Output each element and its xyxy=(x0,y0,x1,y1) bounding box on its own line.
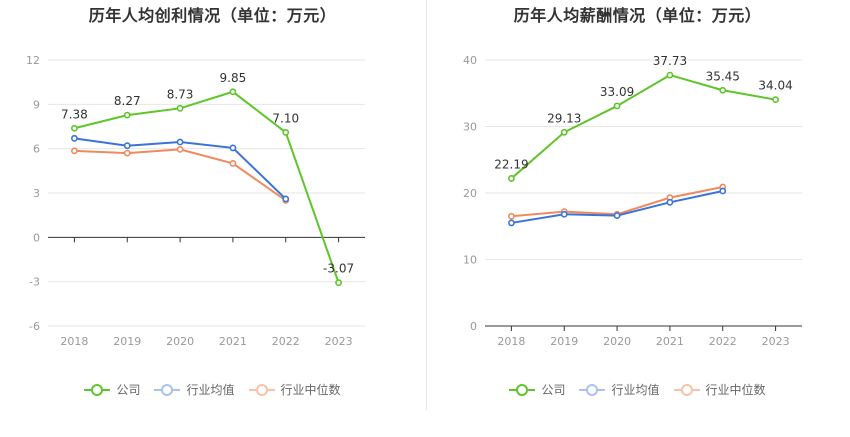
y-tick-label: 30 xyxy=(463,121,477,134)
y-tick-label: 12 xyxy=(26,54,40,67)
panel-divider xyxy=(426,0,427,410)
chart-title: 历年人均创利情况（单位：万元） xyxy=(88,6,337,25)
x-tick-label: 2020 xyxy=(166,335,194,348)
legend: 公司 行业均值 行业中位数 xyxy=(425,381,850,398)
y-tick-label: 10 xyxy=(463,254,477,267)
x-tick-label: 2022 xyxy=(709,335,737,348)
salary-per-capita-chart: 历年人均薪酬情况（单位：万元） 0 10 20 30 40 2018 2019 2020 202… xyxy=(425,0,850,437)
series-line-company xyxy=(510,74,776,180)
legend-item-industry-median[interactable]: 行业中位数 xyxy=(673,381,766,398)
data-point-industry-median xyxy=(71,147,78,155)
data-point-industry-avg xyxy=(229,144,237,152)
data-label: 7.10 xyxy=(272,111,299,125)
y-tick-label: 0 xyxy=(33,231,40,244)
data-point-company xyxy=(282,129,290,136)
data-point-industry-median xyxy=(123,149,131,157)
data-point-industry-median xyxy=(508,212,515,220)
data-label: 7.38 xyxy=(61,107,88,121)
legend-label: 行业中位数 xyxy=(280,383,341,397)
x-tick-label: 2018 xyxy=(60,335,88,348)
y-tick-label: 40 xyxy=(463,54,477,67)
data-point-industry-avg xyxy=(282,195,290,203)
legend-label: 行业均值 xyxy=(186,383,235,397)
legend: 公司 行业均值 行业中位数 xyxy=(0,381,425,398)
legend-line-marker-icon xyxy=(84,383,111,396)
data-point-company xyxy=(123,111,131,119)
data-point-company xyxy=(719,86,727,94)
data-label: 9.85 xyxy=(220,71,247,85)
data-point-company xyxy=(229,88,237,96)
data-point-industry-avg xyxy=(719,187,727,195)
x-tick-label: 2022 xyxy=(272,335,300,348)
data-label: -3.07 xyxy=(323,262,354,276)
data-point-company xyxy=(176,104,184,112)
data-point-industry-avg xyxy=(560,210,568,218)
data-point-industry-median xyxy=(229,160,237,167)
data-label: 29.13 xyxy=(547,111,581,125)
x-tick-label: 2023 xyxy=(325,335,353,348)
data-point-company xyxy=(335,279,342,287)
legend-item-company[interactable]: 公司 xyxy=(509,381,565,398)
x-tick-label: 2020 xyxy=(603,335,631,348)
legend-label: 公司 xyxy=(116,383,141,397)
x-tick-label: 2023 xyxy=(762,335,790,348)
y-tick-label: -3 xyxy=(29,276,40,289)
legend-line-marker-icon xyxy=(673,383,700,396)
data-label: 34.04 xyxy=(758,79,792,93)
data-point-industry-avg xyxy=(613,212,621,220)
data-label: 33.09 xyxy=(600,85,634,99)
data-point-industry-avg xyxy=(176,138,184,146)
data-point-industry-median xyxy=(176,146,184,153)
y-tick-label: 3 xyxy=(33,187,40,200)
legend-label: 公司 xyxy=(541,383,566,397)
legend-item-industry-avg[interactable]: 行业均值 xyxy=(579,381,660,398)
legend-line-marker-icon xyxy=(509,383,536,396)
data-label: 37.73 xyxy=(653,54,687,68)
data-point-industry-avg xyxy=(666,198,674,206)
data-point-company xyxy=(613,102,621,110)
plot-area: 0 10 20 30 40 2018 2019 2020 2021 2022 2023 22.19 29… xyxy=(463,54,802,348)
chart-title: 历年人均薪酬情况（单位：万元） xyxy=(513,6,762,25)
data-label: 8.27 xyxy=(114,94,141,108)
data-label: 8.73 xyxy=(167,87,194,101)
legend-label: 行业中位数 xyxy=(705,383,766,397)
data-label: 35.45 xyxy=(706,69,740,83)
x-tick-label: 2021 xyxy=(656,335,684,348)
series-line-company xyxy=(74,90,340,284)
x-tick-label: 2019 xyxy=(113,335,141,348)
legend-item-industry-avg[interactable]: 行业均值 xyxy=(154,381,235,398)
x-tick-label: 2021 xyxy=(219,335,247,348)
legend-item-company[interactable]: 公司 xyxy=(84,381,140,398)
plot-area: -6 -3 0 3 6 9 12 2018 2019 2020 2021 2022 2023 7.38 8.… xyxy=(26,54,365,348)
data-point-company xyxy=(560,128,568,136)
data-point-industry-avg xyxy=(71,134,78,142)
legend-label: 行业均值 xyxy=(611,383,660,397)
x-tick-label: 2018 xyxy=(497,335,525,348)
y-tick-label: -6 xyxy=(29,320,40,333)
data-point-company xyxy=(666,71,674,79)
y-tick-label: 6 xyxy=(33,143,40,156)
data-point-company xyxy=(508,175,515,182)
legend-line-marker-icon xyxy=(154,383,181,396)
data-point-industry-avg xyxy=(508,219,515,227)
legend-item-industry-median[interactable]: 行业中位数 xyxy=(248,381,341,398)
profit-per-capita-chart: 历年人均创利情况（单位：万元） -6 -3 0 3 6 9 12 2018 2019 2020 20… xyxy=(0,6,425,398)
x-tick-label: 2019 xyxy=(550,335,578,348)
data-label: 22.19 xyxy=(494,157,528,171)
y-tick-label: 9 xyxy=(33,98,40,111)
legend-line-marker-icon xyxy=(248,383,275,396)
data-point-company xyxy=(772,96,779,104)
y-tick-label: 0 xyxy=(470,320,477,333)
data-point-company xyxy=(71,124,78,132)
legend-line-marker-icon xyxy=(579,383,606,396)
y-tick-label: 20 xyxy=(463,187,477,200)
data-point-industry-avg xyxy=(123,142,131,150)
